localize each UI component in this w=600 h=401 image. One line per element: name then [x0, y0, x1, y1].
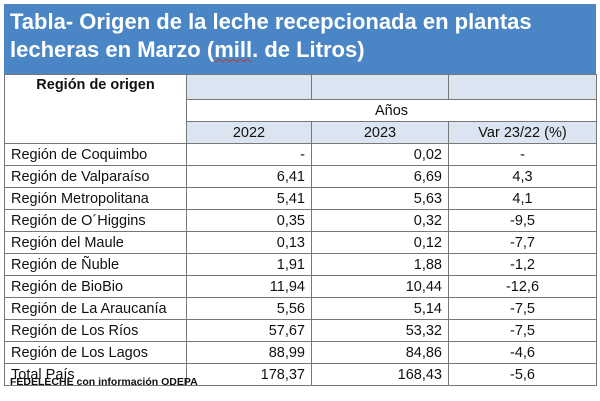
table-row: Región de La Araucanía 5,56 5,14 -7,5 — [4, 297, 597, 320]
value-2022-cell: 5,56 — [186, 297, 312, 320]
header-2023: 2023 — [311, 121, 449, 144]
milk-origin-table: Región de origen Años 2022 2023 Var 23/2… — [4, 74, 597, 386]
region-cell: Región de Ñuble — [4, 253, 187, 276]
region-cell: Región de La Araucanía — [4, 297, 187, 320]
table-row: Región de BioBio 11,94 10,44 -12,6 — [4, 275, 597, 298]
variation-cell: -1,2 — [448, 253, 597, 276]
table-row: Región de Coquimbo -0,02- — [4, 143, 597, 166]
value-2022-cell: - — [186, 143, 312, 166]
value-2022-cell: 1,91 — [186, 253, 312, 276]
region-cell: Región de Los Lagos — [4, 341, 187, 364]
value-2022-cell: 5,41 — [186, 187, 312, 210]
value-2023-cell: 168,43 — [311, 363, 449, 386]
header-region: Región de origen — [4, 74, 187, 144]
value-2022-cell: 0,35 — [186, 209, 312, 232]
variation-cell: -9,5 — [448, 209, 597, 232]
value-2022-cell: 11,94 — [186, 275, 312, 298]
table-row: Región de Los Lagos 88,99 84,86 -4,6 — [4, 341, 597, 364]
region-cell: Región de O´Higgins — [4, 209, 187, 232]
value-2022-cell: 6,41 — [186, 165, 312, 188]
blank-cell — [186, 74, 312, 100]
variation-cell: -7,5 — [448, 297, 597, 320]
table-title: Tabla- Origen de la leche recepcionada e… — [4, 4, 596, 74]
table-row: Región de O´Higgins 0,35 0,32 -9,5 — [4, 209, 597, 232]
table-row: Región de Los Ríos 57,67 53,32 -7,5 — [4, 319, 597, 342]
table-row: Región del Maule 0,13 0,12 -7,7 — [4, 231, 597, 254]
table-row: Región Metropolitana 5,41 5,63 4,1 — [4, 187, 597, 210]
variation-cell: -7,7 — [448, 231, 597, 254]
variation-cell: - — [448, 143, 597, 166]
value-2023-cell: 0,02 — [311, 143, 449, 166]
region-cell: Región del Maule — [4, 231, 187, 254]
value-2023-cell: 0,32 — [311, 209, 449, 232]
value-2023-cell: 10,44 — [311, 275, 449, 298]
blank-row: Región de origen — [4, 74, 597, 144]
table-row: Región de Valparaíso 6,41 6,69 4,3 — [4, 165, 597, 188]
variation-cell: -7,5 — [448, 319, 597, 342]
variation-cell: -12,6 — [448, 275, 597, 298]
value-2022-cell: 178,37 — [186, 363, 312, 386]
title-line-2-start: lecheras en Marzo ( — [10, 37, 215, 62]
title-line-1: Tabla- Origen de la leche recepcionada e… — [10, 9, 532, 34]
title-line-2-end: . de Litros) — [252, 37, 365, 62]
header-2022: 2022 — [186, 121, 312, 144]
value-2023-cell: 0,12 — [311, 231, 449, 254]
region-cell: Región de BioBio — [4, 275, 187, 298]
region-cell: Región de Los Ríos — [4, 319, 187, 342]
value-2022-cell: 88,99 — [186, 341, 312, 364]
region-cell: Región Metropolitana — [4, 187, 187, 210]
value-2023-cell: 53,32 — [311, 319, 449, 342]
source-note: FEDELECHE con información ODEPA — [10, 376, 198, 388]
value-2023-cell: 84,86 — [311, 341, 449, 364]
region-cell: Región de Coquimbo — [4, 143, 187, 166]
blank-cell — [311, 74, 449, 100]
header-variation: Var 23/22 (%) — [448, 121, 597, 144]
region-cell: Total País — [4, 363, 187, 386]
blank-cell — [448, 74, 597, 100]
value-2023-cell: 5,14 — [311, 297, 449, 320]
value-2023-cell: 6,69 — [311, 165, 449, 188]
header-years: Años — [186, 99, 597, 122]
total-row: Total País 178,37 168,43 -5,6 — [4, 363, 597, 386]
title-spellcheck-word: mill — [214, 37, 253, 62]
value-2022-cell: 0,13 — [186, 231, 312, 254]
value-2023-cell: 1,88 — [311, 253, 449, 276]
variation-cell: 4,3 — [448, 165, 597, 188]
table-row: Región de Ñuble 1,91 1,88 -1,2 — [4, 253, 597, 276]
variation-cell: -4,6 — [448, 341, 597, 364]
title-line-2: lecheras en Marzo (mill. de Litros) — [10, 36, 596, 64]
variation-cell: -5,6 — [448, 363, 597, 386]
value-2022-cell: 57,67 — [186, 319, 312, 342]
region-cell: Región de Valparaíso — [4, 165, 187, 188]
value-2023-cell: 5,63 — [311, 187, 449, 210]
variation-cell: 4,1 — [448, 187, 597, 210]
